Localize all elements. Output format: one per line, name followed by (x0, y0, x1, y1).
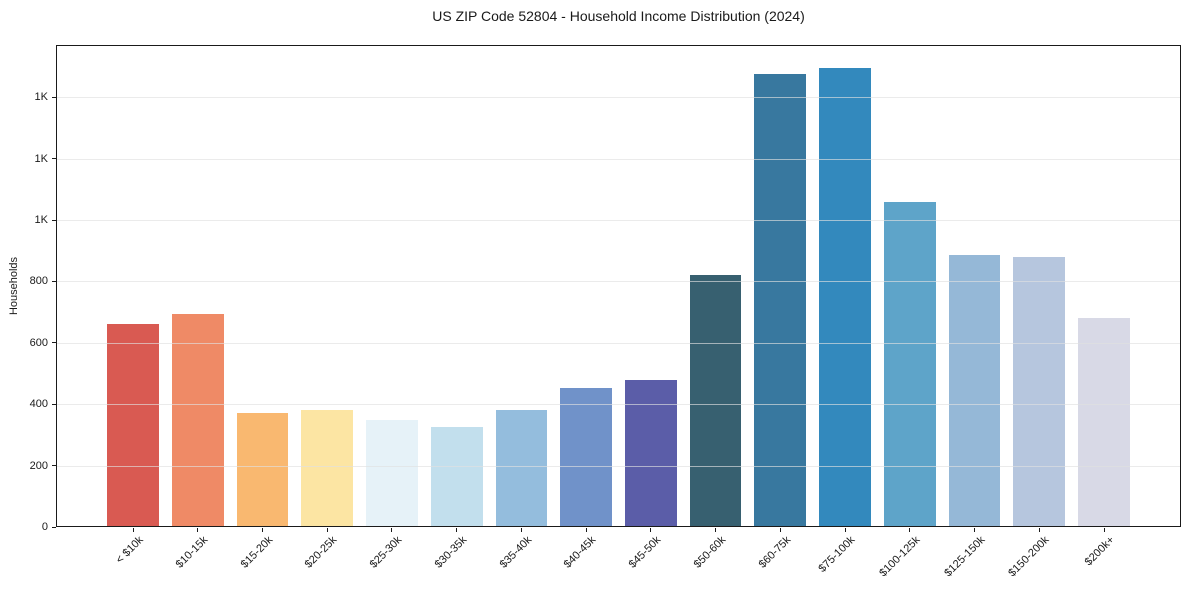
y-tick-label-400: 400 (29, 398, 48, 411)
plot-area (56, 45, 1181, 527)
y-tick-label-0: 0 (41, 521, 48, 533)
gridline-400 (56, 404, 1181, 406)
bar-125-150k (948, 255, 1001, 527)
x-tick-label-2: $15-20k (238, 534, 275, 571)
x-tick-label-0: < $10k (113, 534, 146, 567)
x-tick-label-7: $40-45k (561, 534, 599, 571)
x-tick-mark-8 (650, 528, 652, 532)
y-tick-mark-600 (52, 342, 56, 344)
x-tick-label-15: $200k+ (1082, 534, 1117, 569)
y-tick-label-200: 200 (29, 459, 48, 472)
x-tick-mark-9 (715, 528, 717, 532)
x-tick-label-4: $25-30k (367, 534, 405, 571)
x-tick-label-6: $35-40k (497, 534, 534, 571)
x-tick-label-1: $10-15k (173, 534, 211, 571)
x-tick-label-5: $30-35k (432, 534, 470, 571)
x-tick-mark-4 (391, 528, 393, 532)
x-tick-label-3: $20-25k (303, 534, 340, 571)
x-tick-label-12: $100-125k (877, 534, 923, 580)
gridline-1200 (56, 158, 1181, 160)
gridline-1400 (56, 97, 1181, 99)
x-tick-mark-10 (779, 528, 781, 532)
y-tick-mark-1200 (52, 158, 56, 160)
x-tick-mark-0 (132, 528, 134, 532)
x-tick-mark-14 (1038, 528, 1040, 532)
gridline-600 (56, 342, 1181, 344)
y-tick-mark-0 (52, 526, 56, 528)
bar-10-15k (171, 313, 224, 527)
gridline-1000 (56, 220, 1181, 221)
x-tick-mark-11 (844, 528, 846, 532)
y-tick-mark-200 (52, 465, 56, 467)
bar-30-35k (430, 426, 483, 527)
x-tick-mark-6 (520, 528, 522, 532)
x-tick-label-8: $45-50k (626, 534, 664, 571)
gridline-800 (56, 281, 1181, 283)
x-tick-label-10: $60-75k (756, 534, 793, 571)
bar-20-25k (301, 410, 354, 527)
bar-200k (1078, 317, 1130, 527)
bar-10k (107, 323, 159, 527)
y-tick-label-1200: 1K (34, 152, 48, 165)
bar-50-60k (689, 275, 742, 527)
x-tick-mark-12 (909, 528, 911, 532)
y-tick-mark-400 (52, 403, 56, 405)
y-tick-label-600: 600 (29, 336, 48, 349)
bar-100-125k (883, 201, 936, 527)
bar-40-45k (560, 388, 612, 527)
gridline-200 (56, 465, 1181, 467)
x-tick-mark-1 (197, 528, 199, 532)
x-tick-mark-2 (262, 528, 263, 532)
bar-150-200k (1013, 256, 1066, 527)
bar-15-20k (236, 413, 289, 527)
bar-60-75k (754, 74, 807, 527)
y-tick-mark-800 (52, 280, 56, 282)
x-tick-label-13: $125-150k (941, 534, 987, 580)
x-tick-label-9: $50-60k (691, 534, 729, 571)
y-tick-mark-1400 (52, 96, 56, 98)
x-tick-mark-15 (1103, 528, 1105, 532)
x-tick-mark-5 (456, 528, 458, 532)
x-tick-mark-3 (326, 528, 328, 532)
chart-title: US ZIP Code 52804 - Household Income Dis… (432, 8, 805, 24)
x-tick-mark-7 (585, 528, 587, 532)
y-tick-label-1000: 1K (34, 214, 48, 226)
y-tick-label-800: 800 (29, 275, 48, 288)
x-tick-label-11: $75-100k (816, 534, 858, 575)
bar-25-30k (366, 419, 418, 527)
y-tick-label-1400: 1K (34, 91, 48, 104)
bar-35-40k (495, 410, 548, 527)
x-tick-label-14: $150-200k (1006, 534, 1052, 580)
x-tick-mark-13 (974, 528, 975, 532)
gridlines-layer (56, 45, 1181, 527)
bar-75-100k (819, 68, 871, 527)
bars-layer (56, 45, 1181, 527)
y-tick-mark-1000 (52, 219, 56, 221)
